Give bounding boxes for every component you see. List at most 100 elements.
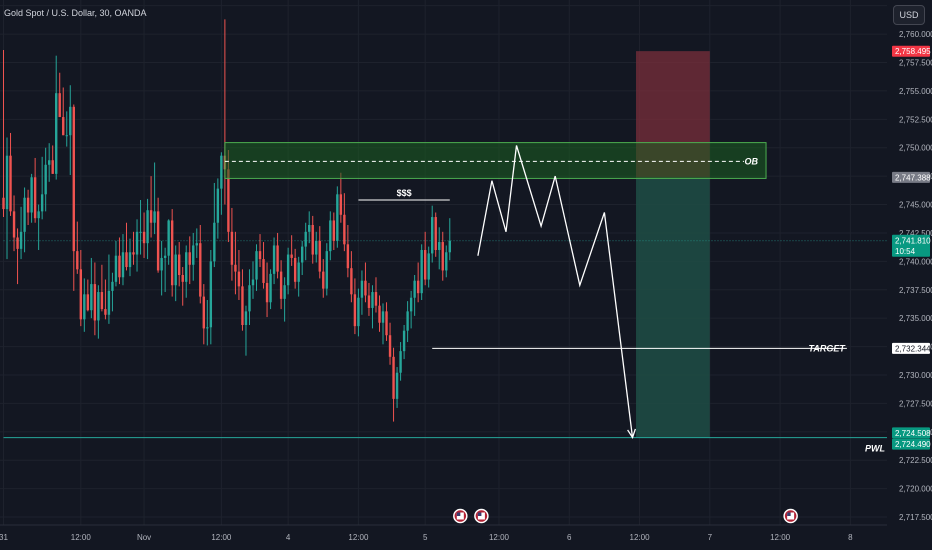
candle <box>272 237 276 285</box>
economic-event-icon[interactable] <box>474 508 489 524</box>
candle-body <box>121 252 125 278</box>
time-tick-label: 12:00 <box>489 533 510 542</box>
candle <box>262 242 265 289</box>
candle-body <box>448 240 451 253</box>
candle-body <box>220 155 223 189</box>
candle-body <box>332 220 336 241</box>
candle <box>9 132 12 216</box>
candle-body <box>311 225 314 255</box>
candle-body <box>128 252 132 268</box>
candle <box>26 189 30 225</box>
candle <box>128 238 132 277</box>
candle <box>427 246 430 288</box>
time-tick-label: 5 <box>423 533 428 542</box>
candle <box>160 240 163 296</box>
candle <box>139 200 142 255</box>
price-badge-bg <box>892 171 930 183</box>
economic-event-icon[interactable] <box>453 508 468 524</box>
candle <box>114 240 118 287</box>
price-badge-label: 2,758.495 <box>895 47 931 56</box>
candle-body <box>156 211 160 271</box>
candle-body <box>125 252 128 268</box>
currency-button[interactable]: USD <box>893 5 925 25</box>
order-block-label: OB <box>745 156 759 166</box>
candle-body <box>272 245 276 274</box>
candle-body <box>135 231 139 255</box>
candle <box>5 137 9 260</box>
candle <box>118 237 121 285</box>
candle-body <box>385 311 388 336</box>
candle <box>216 178 220 239</box>
candle-body <box>178 254 181 275</box>
candle <box>420 244 423 300</box>
candle <box>251 261 255 299</box>
price-badge-bg <box>892 438 930 450</box>
candle-body <box>392 356 395 399</box>
candle-body <box>283 285 286 299</box>
candle <box>206 300 209 346</box>
candle <box>86 279 90 312</box>
time-tick-label: 6 <box>567 533 572 542</box>
candle <box>300 240 304 275</box>
order-block-zone <box>224 142 767 179</box>
candle <box>76 221 79 274</box>
price-badge-label: 2,724.490 <box>895 440 931 449</box>
price-tick-label: 2,737.500 <box>899 286 932 295</box>
candle <box>255 244 258 291</box>
candle-body <box>381 311 385 323</box>
take-profit-zone <box>636 177 710 438</box>
candle <box>364 262 367 303</box>
candle-body <box>149 210 153 223</box>
candle-body <box>142 231 146 244</box>
time-tick-label: 8 <box>848 533 853 542</box>
price-tick-label: 2,735.000 <box>899 314 932 323</box>
candle <box>378 295 381 332</box>
economic-event-icon[interactable] <box>783 508 798 524</box>
candle-body <box>258 251 262 260</box>
candle-body <box>90 284 93 311</box>
candle <box>360 270 364 315</box>
candle-body <box>37 211 40 219</box>
price-badge: 2,732.344 <box>892 342 931 354</box>
price-badge-bg <box>892 45 930 57</box>
candle <box>79 250 83 327</box>
candle-body <box>199 243 202 297</box>
candle-body <box>188 252 191 265</box>
time-tick-label: 12:00 <box>211 533 232 542</box>
candle <box>170 209 174 297</box>
candle-body <box>406 311 409 331</box>
candle <box>283 277 286 322</box>
candle <box>44 147 47 212</box>
candle <box>304 222 307 261</box>
candle-body <box>276 245 279 272</box>
candle-body <box>297 262 300 282</box>
candle <box>392 347 395 422</box>
candle <box>135 219 139 272</box>
candle-body <box>65 135 68 137</box>
candle <box>279 260 283 310</box>
candle-body <box>153 211 156 223</box>
candle <box>195 228 198 258</box>
candle-body <box>93 284 97 321</box>
candle-body <box>170 220 174 286</box>
price-tick-label: 2,730.000 <box>899 371 932 380</box>
candle-body <box>251 279 255 286</box>
candle-body <box>336 194 339 241</box>
candle-body <box>343 214 346 245</box>
candle-body <box>279 271 283 299</box>
candle <box>125 222 128 271</box>
candle-body <box>304 231 307 247</box>
candle-body <box>62 117 65 136</box>
price-tick-label: 2,760.000 <box>899 30 932 39</box>
time-tick-label: 12:00 <box>770 533 791 542</box>
candle-body <box>300 246 304 263</box>
price-tick-label: 2,742.500 <box>899 229 932 238</box>
candle-body <box>434 217 437 250</box>
candle-body <box>181 275 184 282</box>
price-badge-label: 2,732.344 <box>895 344 931 353</box>
candle-body <box>293 257 297 282</box>
candle-body <box>420 250 423 294</box>
candle-body <box>357 297 360 327</box>
target-label: TARGET <box>809 343 847 353</box>
